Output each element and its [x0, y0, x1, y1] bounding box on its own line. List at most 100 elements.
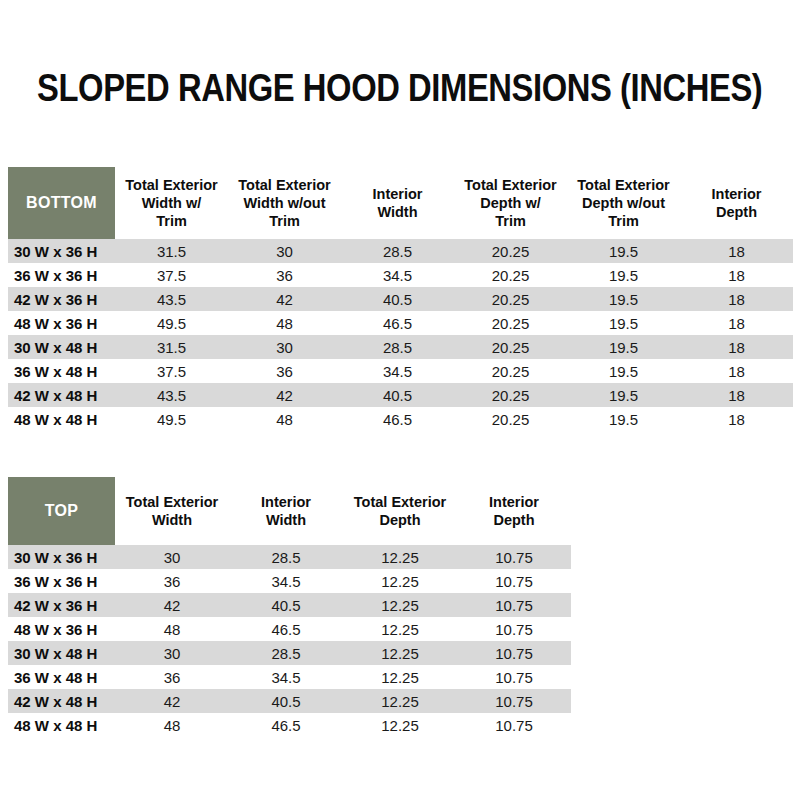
cell-value: 49.5 — [115, 407, 228, 431]
cell-value: 40.5 — [229, 689, 343, 713]
cell-value: 30 — [115, 545, 229, 569]
cell-value: 48 — [228, 311, 341, 335]
top-table-column-header: Total ExteriorWidth — [115, 477, 229, 545]
cell-value: 10.75 — [457, 641, 571, 665]
cell-value: 12.25 — [343, 689, 457, 713]
column-header-line: Interior — [489, 493, 539, 511]
cell-value: 20.25 — [454, 407, 567, 431]
cell-value: 19.5 — [567, 359, 680, 383]
cell-value: 10.75 — [457, 713, 571, 737]
cell-value: 10.75 — [457, 617, 571, 641]
column-header-line: Interior — [373, 185, 423, 203]
top-table-corner-label: TOP — [8, 477, 115, 545]
column-header-line: Total Exterior — [577, 176, 669, 194]
cell-value: 18 — [680, 263, 793, 287]
bottom-dimensions-table: BOTTOMTotal ExteriorWidth w/TrimTotal Ex… — [8, 167, 793, 431]
cell-value: 20.25 — [454, 359, 567, 383]
row-label: 36 W x 48 H — [8, 665, 115, 689]
cell-value: 30 — [115, 641, 229, 665]
row-label: 42 W x 36 H — [8, 287, 115, 311]
cell-value: 36 — [228, 263, 341, 287]
cell-value: 40.5 — [229, 593, 343, 617]
cell-value: 20.25 — [454, 335, 567, 359]
row-label: 36 W x 36 H — [8, 569, 115, 593]
top-dimensions-table: TOPTotal ExteriorWidthInteriorWidthTotal… — [8, 477, 571, 737]
cell-value: 28.5 — [229, 545, 343, 569]
cell-value: 19.5 — [567, 335, 680, 359]
bottom-table-column-header: Total ExteriorDepth w/Trim — [454, 167, 567, 239]
cell-value: 46.5 — [229, 713, 343, 737]
cell-value: 18 — [680, 239, 793, 263]
cell-value: 42 — [115, 689, 229, 713]
cell-value: 18 — [680, 407, 793, 431]
row-label: 30 W x 36 H — [8, 239, 115, 263]
cell-value: 49.5 — [115, 311, 228, 335]
cell-value: 20.25 — [454, 311, 567, 335]
cell-value: 36 — [115, 665, 229, 689]
row-label: 30 W x 48 H — [8, 641, 115, 665]
cell-value: 12.25 — [343, 569, 457, 593]
cell-value: 40.5 — [341, 383, 454, 407]
cell-value: 12.25 — [343, 665, 457, 689]
column-header-line: Trim — [608, 212, 639, 230]
cell-value: 10.75 — [457, 569, 571, 593]
row-label: 36 W x 36 H — [8, 263, 115, 287]
column-header-line: Total Exterior — [125, 176, 217, 194]
cell-value: 20.25 — [454, 287, 567, 311]
column-header-line: Total Exterior — [354, 493, 446, 511]
row-label: 36 W x 48 H — [8, 359, 115, 383]
cell-value: 46.5 — [341, 407, 454, 431]
cell-value: 40.5 — [341, 287, 454, 311]
column-header-line: Trim — [156, 212, 187, 230]
cell-value: 18 — [680, 287, 793, 311]
top-table-column-header: InteriorDepth — [457, 477, 571, 545]
row-label: 48 W x 48 H — [8, 713, 115, 737]
cell-value: 12.25 — [343, 545, 457, 569]
cell-value: 42 — [228, 383, 341, 407]
cell-value: 20.25 — [454, 239, 567, 263]
cell-value: 43.5 — [115, 383, 228, 407]
column-header-line: Width — [377, 203, 417, 221]
column-header-line: Depth — [493, 511, 534, 529]
cell-value: 36 — [228, 359, 341, 383]
cell-value: 30 — [228, 335, 341, 359]
bottom-table-corner-label: BOTTOM — [8, 167, 115, 239]
cell-value: 42 — [115, 593, 229, 617]
cell-value: 20.25 — [454, 383, 567, 407]
top-table-column-header: Total ExteriorDepth — [343, 477, 457, 545]
cell-value: 48 — [115, 617, 229, 641]
cell-value: 34.5 — [229, 665, 343, 689]
cell-value: 12.25 — [343, 617, 457, 641]
cell-value: 34.5 — [341, 359, 454, 383]
column-header-line: Trim — [495, 212, 526, 230]
cell-value: 12.25 — [343, 593, 457, 617]
bottom-table-column-header: InteriorWidth — [341, 167, 454, 239]
column-header-line: Trim — [269, 212, 300, 230]
page-header: SLOPED RANGE HOOD DIMENSIONS (INCHES) — [0, 0, 800, 112]
row-label: 42 W x 48 H — [8, 689, 115, 713]
cell-value: 30 — [228, 239, 341, 263]
cell-value: 10.75 — [457, 665, 571, 689]
column-header-line: Width w/out — [243, 194, 325, 212]
column-header-line: Depth — [716, 203, 757, 221]
row-label: 30 W x 36 H — [8, 545, 115, 569]
column-header-line: Total Exterior — [238, 176, 330, 194]
bottom-table-column-header: Total ExteriorWidth w/Trim — [115, 167, 228, 239]
cell-value: 37.5 — [115, 359, 228, 383]
cell-value: 48 — [228, 407, 341, 431]
cell-value: 46.5 — [229, 617, 343, 641]
bottom-table-column-header: Total ExteriorDepth w/outTrim — [567, 167, 680, 239]
column-header-line: Interior — [261, 493, 311, 511]
row-label: 30 W x 48 H — [8, 335, 115, 359]
cell-value: 19.5 — [567, 407, 680, 431]
cell-value: 18 — [680, 359, 793, 383]
cell-value: 46.5 — [341, 311, 454, 335]
cell-value: 10.75 — [457, 689, 571, 713]
cell-value: 12.25 — [343, 713, 457, 737]
top-table-column-header: InteriorWidth — [229, 477, 343, 545]
column-header-line: Total Exterior — [464, 176, 556, 194]
column-header-line: Width — [152, 511, 192, 529]
bottom-table-column-header: InteriorDepth — [680, 167, 793, 239]
row-label: 42 W x 48 H — [8, 383, 115, 407]
cell-value: 18 — [680, 311, 793, 335]
